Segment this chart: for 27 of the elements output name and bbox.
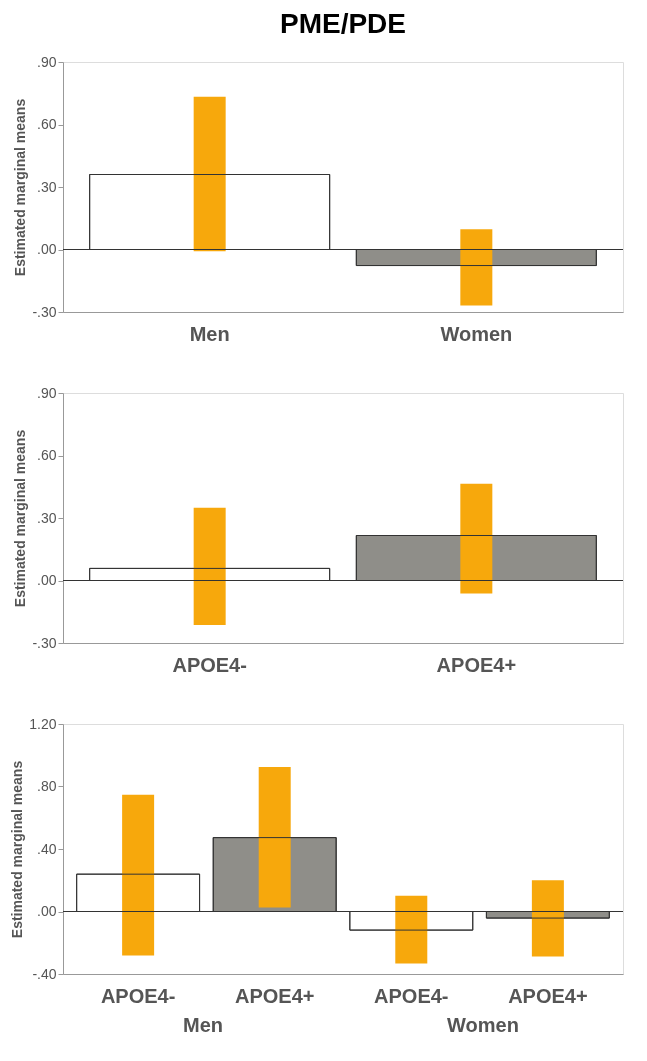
x-tick-label: APOE4+ — [436, 653, 517, 676]
y-tick-label: -.30 — [32, 303, 57, 320]
y-tick-label: -.40 — [32, 965, 57, 982]
x-tick-label: APOE4- — [374, 984, 449, 1007]
y-tick-label: .90 — [37, 53, 57, 70]
x-tick-label: APOE4+ — [234, 984, 315, 1007]
y-tick-label: 1.20 — [29, 715, 57, 732]
y-tick-label: .30 — [37, 178, 57, 195]
y-axis-title: Estimated marginal means — [12, 429, 29, 608]
y-tick-label: .80 — [37, 778, 57, 794]
y-tick-label: .60 — [37, 116, 57, 132]
y-tick-label: .60 — [37, 447, 57, 463]
y-tick-label: .40 — [37, 840, 57, 857]
x-tick-label: APOE4- — [172, 653, 247, 676]
x-tick-label: APOE4- — [100, 984, 176, 1007]
y-axis-title: Estimated marginal means — [12, 98, 29, 277]
y-tick-label: -.30 — [32, 634, 57, 651]
y-tick-label: .00 — [37, 903, 57, 919]
text: Men — [183, 1014, 223, 1036]
x-tick-label: APOE4+ — [508, 984, 588, 1007]
y-tick-label: .30 — [37, 509, 57, 526]
chart-title: PME/PDE — [279, 8, 407, 39]
text: Women — [447, 1014, 519, 1036]
y-tick-label: .00 — [37, 241, 57, 257]
y-tick-label: .90 — [37, 384, 57, 401]
y-axis-title: Estimated marginal means — [9, 760, 26, 939]
y-tick-label: .00 — [37, 572, 57, 588]
